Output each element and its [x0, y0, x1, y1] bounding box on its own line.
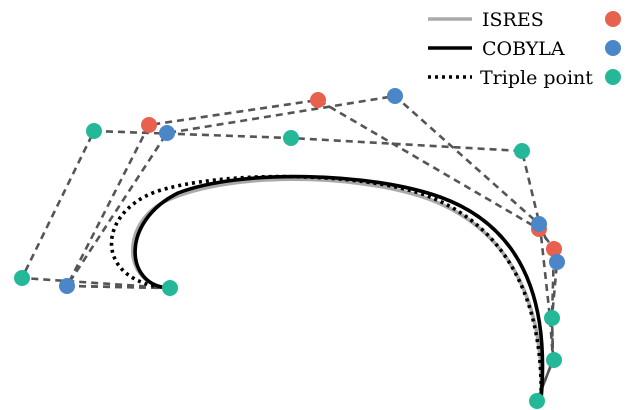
legend-marker-triple-point	[605, 69, 621, 85]
triple-point-marker	[546, 352, 562, 368]
legend-item-isres: ISRES	[428, 9, 621, 31]
cobyla-marker	[531, 216, 547, 232]
legend-label-cobyla: COBYLA	[482, 38, 565, 60]
isres-marker	[546, 241, 562, 257]
isres-marker	[141, 117, 157, 133]
isres-curve	[131, 177, 544, 401]
legend-label-triple-point: Triple point	[480, 67, 593, 89]
triple-point-marker	[529, 393, 545, 409]
legend-marker-cobyla	[605, 40, 621, 56]
triple-points	[14, 123, 562, 409]
legend: ISRES COBYLA Triple point	[428, 9, 621, 89]
cobyla-curve	[133, 174, 545, 401]
triple-point-marker	[544, 310, 560, 326]
isres-control-polygon	[64, 98, 556, 402]
legend-item-triple-point: Triple point	[428, 67, 621, 89]
cobyla-marker	[387, 88, 403, 104]
cobyla-marker	[549, 254, 565, 270]
triple-control-polygon	[19, 129, 555, 402]
triple-point-marker	[514, 143, 530, 159]
triple-point-marker	[86, 123, 102, 139]
legend-item-cobyla: COBYLA	[428, 38, 621, 60]
cobyla-marker	[59, 278, 75, 294]
triple-point-marker	[283, 130, 299, 146]
legend-label-isres: ISRES	[482, 9, 544, 31]
triple-point-marker	[14, 270, 30, 286]
triple-point-marker	[162, 280, 178, 296]
isres-marker	[310, 92, 326, 108]
cobyla-marker	[159, 125, 175, 141]
cobyla-points	[59, 88, 565, 294]
legend-marker-isres	[605, 11, 621, 27]
